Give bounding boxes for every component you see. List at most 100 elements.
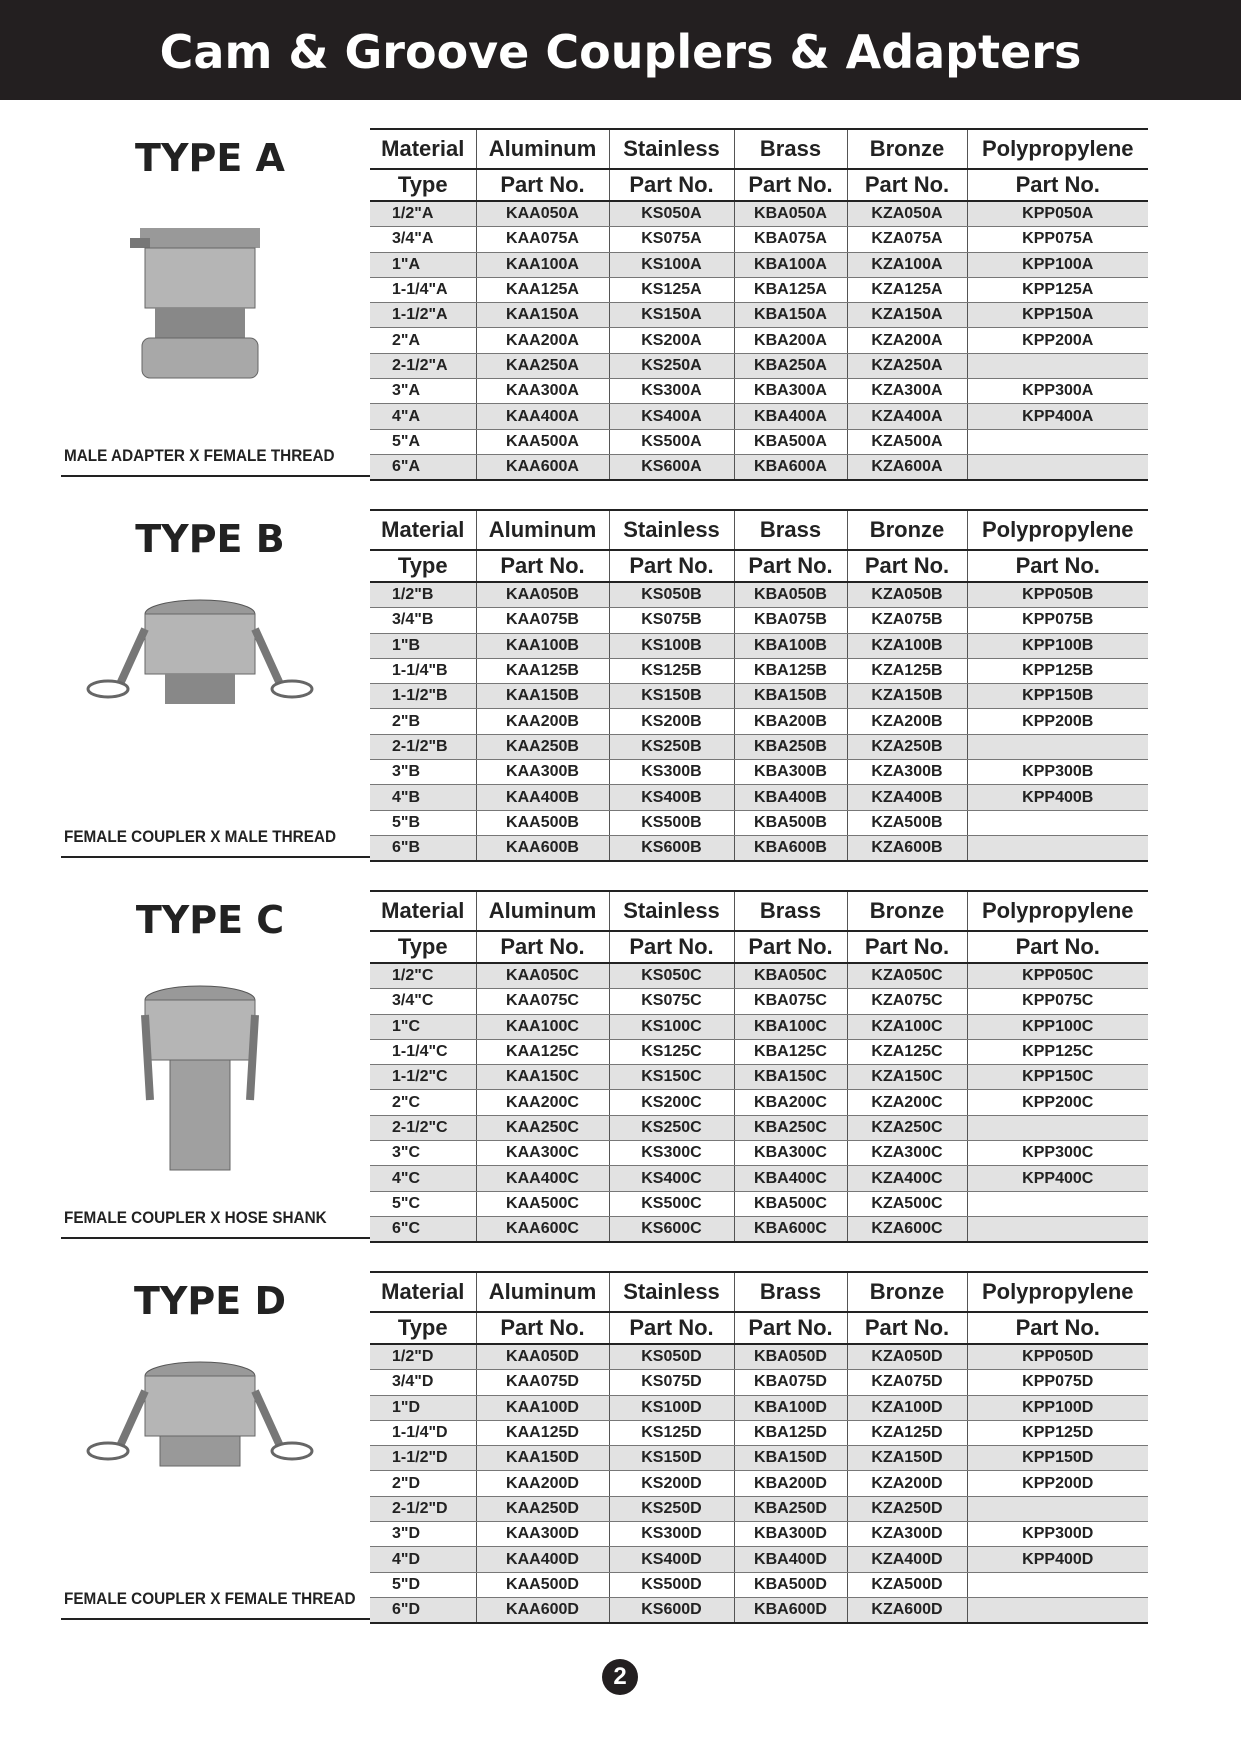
table-cell: 3/4"D [370,1369,476,1396]
header-cell: Type [370,1312,476,1345]
table-cell: 1/2"D [370,1344,476,1371]
section: TYPE C FEMALE COUPLER X HOSE SHANK Materia… [0,890,1241,1271]
table-cell: KBA075A [733,226,847,253]
table-cell: KS250A [608,353,734,380]
table-row: 3/4"C KAA075C KS075C KBA075C KZA075C KPP075C [370,988,1148,1015]
table-cell: KBA125D [733,1420,847,1447]
table-cell: KPP300D [966,1521,1148,1548]
table-cell [966,1496,1148,1523]
table-cell: KAA100A [475,252,609,278]
table-row: 2"A KAA200A KS200A KBA200A KZA200A KPP200A [370,327,1148,354]
table-cell: KZA300D [846,1521,967,1548]
table-row: 6"C KAA600C KS600C KBA600C KZA600C [370,1216,1148,1244]
header-cell: Stainless [608,1271,734,1313]
table-row: 1/2"B KAA050B KS050B KBA050B KZA050B KPP050B [370,582,1148,609]
table-cell: 6"B [370,835,476,863]
header-row: Type Part No. Part No. Part No. Part No. Part… [370,169,1148,202]
table-cell: KZA075C [846,988,967,1015]
table-cell [966,810,1148,836]
table-cell: KS200C [608,1089,734,1116]
product-image [141,985,259,1171]
table-row: 1/2"C KAA050C KS050C KBA050C KZA050C KPP050C [370,963,1148,990]
table-cell: 3"A [370,378,476,405]
table-cell: KBA050D [733,1344,847,1371]
header-cell: Part No. [966,550,1148,583]
table-cell: KBA250B [733,734,847,761]
table-cell: 1/2"A [370,201,476,228]
table-cell: KZA125B [846,658,967,685]
header-cell: Part No. [475,931,609,964]
table-cell: KAA150B [475,683,609,710]
table-cell: KPP125D [966,1420,1148,1447]
table-cell: KBA200C [733,1089,847,1116]
table-cell: KS200D [608,1470,734,1497]
table-cell [966,353,1148,380]
table-cell: KBA100A [733,252,847,278]
table-row: 1-1/4"C KAA125C KS125C KBA125C KZA125C KPP125… [370,1039,1148,1066]
table-row: 3"C KAA300C KS300C KBA300C KZA300C KPP300C [370,1140,1148,1167]
header-cell: Polypropylene [966,509,1148,551]
table-cell: KBA600C [733,1216,847,1244]
header-cell: Material [370,509,476,551]
table-row: 2"C KAA200C KS200C KBA200C KZA200C KPP200C [370,1089,1148,1116]
table-cell: 5"C [370,1191,476,1217]
table-cell: KS125A [608,277,734,304]
header-cell: Material [370,1271,476,1313]
type-label: TYPE D [133,1279,287,1323]
rule [61,1618,370,1620]
header-cell: Part No. [966,931,1148,964]
table-cell: KPP200B [966,708,1148,735]
table-cell: KS200A [608,327,734,354]
caption: MALE ADAPTER X FEMALE THREAD [64,446,335,465]
table-cell: KZA075B [846,607,967,634]
header-cell: Part No. [966,169,1148,202]
table-cell: KS250D [608,1496,734,1523]
table-cell: KBA600D [733,1597,847,1625]
table-cell: KS125C [608,1039,734,1066]
table-cell: KZA200B [846,708,967,735]
table-cell: KAA500D [475,1572,609,1598]
table-row: 2"D KAA200D KS200D KBA200D KZA200D KPP200D [370,1470,1148,1497]
table-cell: 1-1/2"B [370,683,476,710]
table-cell: KPP150C [966,1064,1148,1091]
table-cell: KPP400D [966,1546,1148,1573]
part-table: Material Aluminum Stainless Brass Bronze Poly… [370,890,1148,1244]
table-row: 1"A KAA100A KS100A KBA100A KZA100A KPP100A [370,252,1148,278]
table-row: 3"B KAA300B KS300B KBA300B KZA300B KPP300B [370,759,1148,786]
table-row: 2-1/2"D KAA250D KS250D KBA250D KZA250D [370,1496,1148,1523]
table-cell: KAA150C [475,1064,609,1091]
table-cell: KAA100C [475,1014,609,1040]
rule [61,475,370,477]
table-cell: KZA100C [846,1014,967,1040]
table-cell: KS150B [608,683,734,710]
table-cell: KPP100B [966,633,1148,659]
table-cell: KBA300D [733,1521,847,1548]
table-cell: KAA400B [475,784,609,811]
part-table: Material Aluminum Stainless Brass Bronze Poly… [370,1271,1148,1625]
table-cell: KAA200A [475,327,609,354]
header-cell: Polypropylene [966,890,1148,932]
table-cell: KAA300B [475,759,609,786]
table-cell: KZA400C [846,1165,967,1192]
table-cell: KS500D [608,1572,734,1598]
table-cell [966,1191,1148,1217]
header-cell: Brass [733,890,847,932]
table-cell: 1-1/4"B [370,658,476,685]
table-cell: KZA050D [846,1344,967,1371]
table-cell [966,734,1148,761]
table-cell: KBA400C [733,1165,847,1192]
table-cell [966,454,1148,482]
table-cell [966,835,1148,863]
table-cell: KAA500A [475,429,609,455]
table-cell: KBA125A [733,277,847,304]
table-cell: 1-1/4"A [370,277,476,304]
header-cell: Bronze [846,1271,967,1313]
table-cell: 1-1/2"C [370,1064,476,1091]
table-cell: KZA075D [846,1369,967,1396]
table-cell: KZA500A [846,429,967,455]
header-cell: Material [370,890,476,932]
table-row: 5"B KAA500B KS500B KBA500B KZA500B [370,810,1148,836]
table-cell: KAA400D [475,1546,609,1573]
table-cell: KPP050C [966,963,1148,990]
table-cell: KBA075B [733,607,847,634]
